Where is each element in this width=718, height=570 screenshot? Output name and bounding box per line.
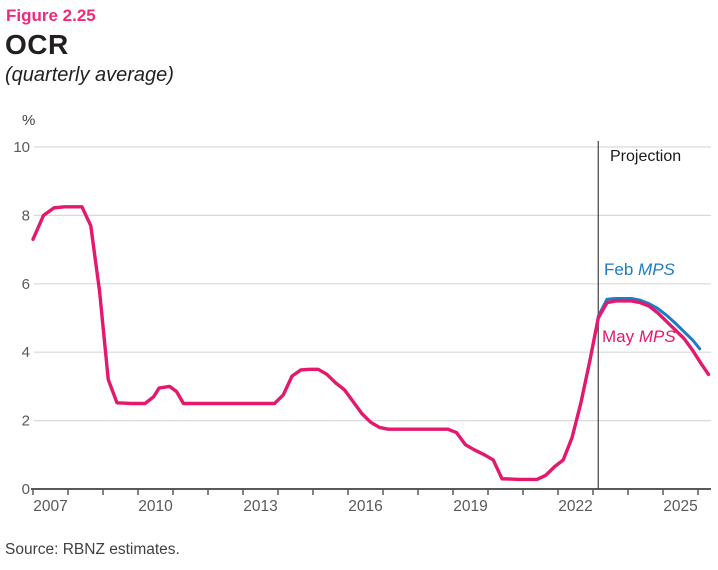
- y-tick-label-8: 8: [22, 207, 30, 224]
- x-label-2007: 2007: [33, 498, 67, 515]
- chart-subtitle: (quarterly average): [5, 64, 174, 86]
- y-tick-label-6: 6: [22, 276, 30, 293]
- series-label-may-mps: May MPS: [602, 327, 676, 347]
- series-label-feb-italic: MPS: [638, 260, 675, 279]
- y-tick-label-10: 10: [13, 139, 30, 156]
- series-line-feb-mps: [596, 297, 702, 351]
- x-label-2025: 2025: [663, 498, 697, 515]
- series-label-may-italic: MPS: [638, 327, 676, 346]
- series-label-feb-prefix: Feb: [604, 260, 639, 279]
- series-label-feb-mps: Feb MPS: [604, 260, 675, 280]
- series-label-may-prefix: May: [602, 327, 639, 346]
- projection-label: Projection: [610, 148, 682, 165]
- x-label-2022: 2022: [558, 498, 592, 515]
- x-label-2013: 2013: [243, 498, 277, 515]
- y-axis-unit-label: %: [22, 112, 36, 129]
- series-line-may-mps: [31, 205, 711, 482]
- y-tick-label-2: 2: [22, 413, 30, 430]
- figure-number: Figure 2.25: [6, 6, 96, 25]
- y-tick-label-4: 4: [22, 344, 30, 361]
- x-label-2019: 2019: [453, 498, 487, 515]
- y-tick-label-0: 0: [22, 481, 30, 498]
- x-label-2010: 2010: [138, 498, 173, 515]
- source-note: Source: RBNZ estimates.: [5, 541, 180, 558]
- x-label-2016: 2016: [348, 498, 382, 515]
- chart-title: OCR: [5, 29, 69, 60]
